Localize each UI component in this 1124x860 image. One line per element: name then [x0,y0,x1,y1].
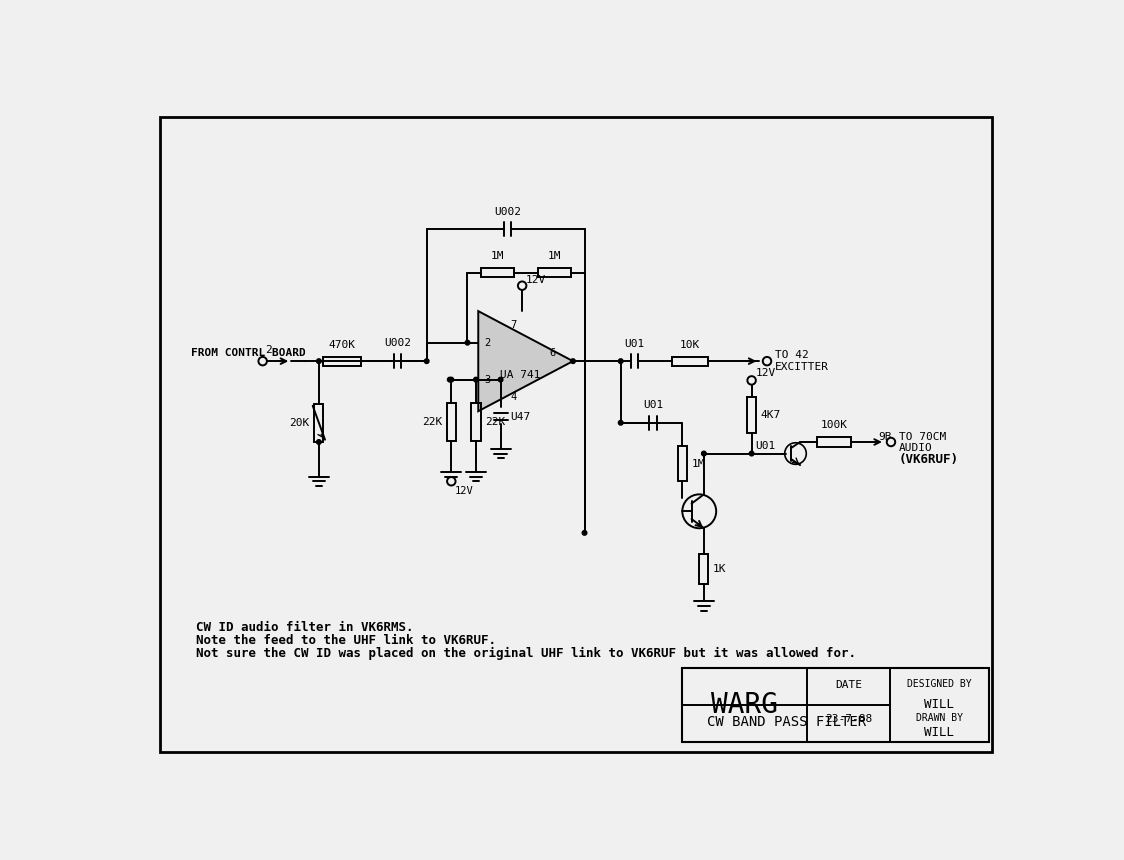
Text: WARG: WARG [711,691,778,719]
Text: CW BAND PASS FILTER: CW BAND PASS FILTER [707,716,865,729]
Circle shape [750,452,754,456]
Text: 3: 3 [484,375,491,384]
Text: FROM CONTRL BOARD: FROM CONTRL BOARD [191,348,306,358]
Circle shape [682,494,716,528]
Circle shape [763,357,771,366]
Circle shape [701,452,706,456]
Text: DATE: DATE [835,680,862,691]
Bar [817,438,851,446]
Text: 4: 4 [510,392,517,402]
Circle shape [317,439,321,445]
Bar [323,357,361,366]
Text: U47: U47 [510,412,531,421]
Text: 1K: 1K [713,564,726,574]
Text: WILL: WILL [924,726,954,739]
Bar [446,402,456,441]
Text: 1M: 1M [547,251,561,261]
Text: 6: 6 [550,348,556,359]
Bar [315,403,324,442]
Text: 2: 2 [265,345,272,355]
Text: (VK6RUF): (VK6RUF) [899,453,959,466]
Text: Note the feed to the UHF link to VK6RUF.: Note the feed to the UHF link to VK6RUF. [196,634,496,647]
Circle shape [582,531,587,535]
Circle shape [618,359,623,364]
Text: 1M: 1M [491,251,505,261]
Circle shape [465,341,470,345]
Circle shape [518,281,526,290]
Bar [678,445,687,482]
Text: 22K: 22K [422,417,442,427]
Circle shape [317,359,321,364]
Circle shape [498,378,502,382]
Text: AUDIO: AUDIO [899,443,933,453]
Bar [671,357,708,366]
Polygon shape [478,311,573,411]
Circle shape [785,443,806,464]
Circle shape [448,378,454,382]
Text: 470K: 470K [328,340,355,350]
Text: CW ID audio filter in VK6RMS.: CW ID audio filter in VK6RMS. [196,621,414,634]
Text: Not sure the CW ID was placed on the original UHF link to VK6RUF but it was allo: Not sure the CW ID was placed on the ori… [196,647,855,660]
Bar [537,268,571,277]
Text: 23-7-88: 23-7-88 [825,715,872,724]
Text: 12V: 12V [526,275,546,286]
Text: EXCITTER: EXCITTER [774,362,828,372]
Circle shape [618,421,623,425]
Text: WILL: WILL [924,698,954,711]
Text: 10K: 10K [680,340,700,350]
Text: 22K: 22K [486,417,506,427]
Bar [699,555,708,584]
Text: 2: 2 [484,338,491,347]
Text: DRAWN BY: DRAWN BY [916,713,963,723]
Text: TO 42: TO 42 [774,350,808,360]
Circle shape [447,378,452,382]
Circle shape [747,376,755,384]
Circle shape [571,359,575,364]
Text: 7: 7 [510,320,517,330]
Bar [682,667,989,741]
Text: U01: U01 [643,401,663,410]
Text: 4K7: 4K7 [761,410,781,420]
Text: TO 70CM: TO 70CM [899,432,946,442]
Text: 12V: 12V [455,486,474,496]
Text: U002: U002 [384,338,411,348]
Text: 9B: 9B [878,432,891,442]
Bar [471,402,481,441]
Text: 1M: 1M [691,458,705,469]
Text: DESIGNED BY: DESIGNED BY [907,679,972,689]
Text: U002: U002 [495,207,522,218]
Bar [747,397,756,433]
Circle shape [425,359,429,364]
Text: U01: U01 [755,441,776,451]
Text: U01: U01 [625,339,645,349]
Circle shape [259,357,266,366]
Text: 100K: 100K [821,421,847,431]
Text: 20K: 20K [289,418,309,427]
Circle shape [447,477,455,486]
Circle shape [473,378,478,382]
Text: UA 741: UA 741 [500,370,541,380]
Bar [481,268,515,277]
Text: 12V: 12V [755,368,776,378]
Circle shape [887,438,895,446]
